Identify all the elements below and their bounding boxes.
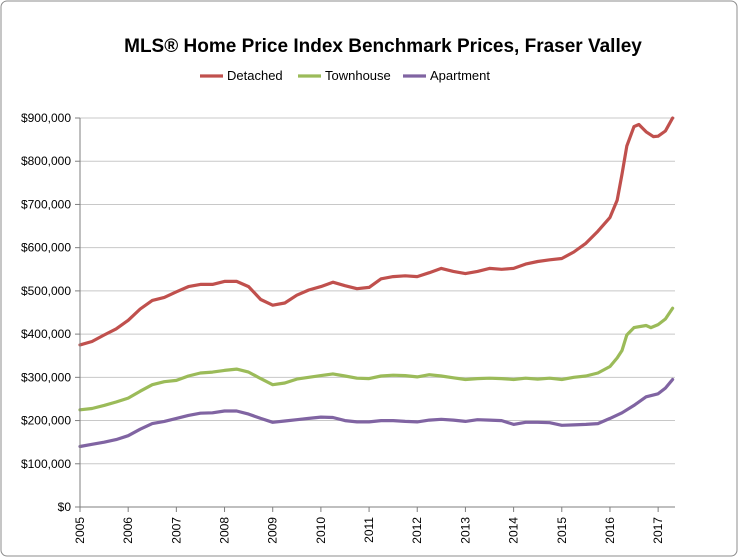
legend: Detached Townhouse Apartment: [200, 68, 490, 83]
x-tick-label: 2009: [266, 517, 280, 544]
x-tick-label: 2017: [651, 517, 665, 544]
series-line-apartment: [78, 377, 675, 449]
x-tick-label: 2011: [362, 517, 376, 543]
legend-label-apartment: Apartment: [430, 68, 490, 83]
x-tick-label: 2006: [121, 517, 135, 544]
y-tick-label: $100,000: [21, 457, 71, 471]
y-tick-label: $400,000: [21, 327, 71, 341]
legend-label-detached: Detached: [227, 68, 283, 83]
x-tick-label: 2005: [73, 517, 87, 544]
y-tick-label: $600,000: [21, 241, 71, 255]
y-tick-label: $0: [58, 500, 72, 514]
series-line-townhouse: [78, 306, 675, 412]
y-tick-label: $800,000: [21, 154, 71, 168]
x-tick-label: 2008: [218, 517, 232, 544]
series-line-detached: [78, 116, 675, 347]
series-lines: [78, 116, 675, 449]
y-tick-label: $500,000: [21, 284, 71, 298]
x-tick-label: 2014: [507, 517, 521, 544]
x-tick-label: 2007: [169, 517, 183, 544]
y-tick-label: $700,000: [21, 197, 71, 211]
y-axis-tick-labels: $0 $100,000 $200,000 $300,000 $400,000 $500,0…: [21, 111, 80, 514]
x-axis-tick-labels: 2005 2006 2007 2008 2009 2010 2011 2012 2013 2014…: [73, 507, 665, 544]
x-tick-label: 2010: [314, 517, 328, 544]
x-tick-label: 2015: [555, 517, 569, 544]
legend-label-townhouse: Townhouse: [325, 68, 391, 83]
x-tick-label: 2016: [603, 517, 617, 544]
x-tick-label: 2013: [458, 517, 472, 544]
y-tick-label: $200,000: [21, 414, 71, 428]
y-tick-label: $900,000: [21, 111, 71, 125]
chart-title: MLS® Home Price Index Benchmark Prices, …: [124, 36, 642, 57]
x-tick-label: 2012: [410, 517, 424, 544]
y-tick-label: $300,000: [21, 370, 71, 384]
